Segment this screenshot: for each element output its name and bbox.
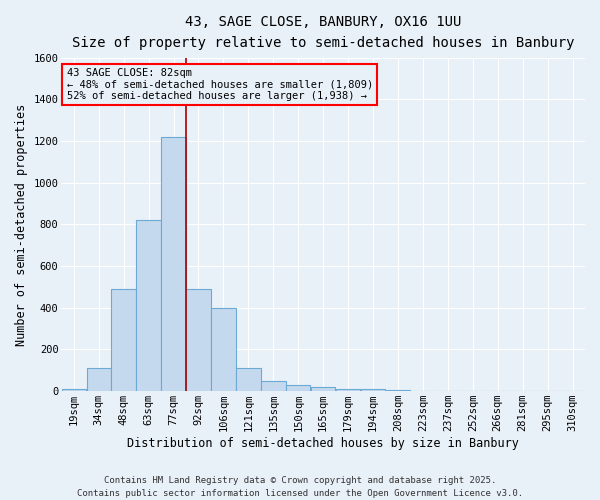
Bar — [112, 289, 136, 391]
Bar — [186, 289, 211, 391]
Text: Contains HM Land Registry data © Crown copyright and database right 2025.
Contai: Contains HM Land Registry data © Crown c… — [77, 476, 523, 498]
Bar — [336, 389, 361, 391]
Bar — [361, 389, 385, 391]
Bar — [62, 389, 86, 391]
Bar — [261, 380, 286, 391]
X-axis label: Distribution of semi-detached houses by size in Banbury: Distribution of semi-detached houses by … — [127, 437, 519, 450]
Bar — [286, 385, 310, 391]
Bar — [136, 220, 161, 391]
Y-axis label: Number of semi-detached properties: Number of semi-detached properties — [15, 104, 28, 346]
Title: 43, SAGE CLOSE, BANBURY, OX16 1UU
Size of property relative to semi-detached hou: 43, SAGE CLOSE, BANBURY, OX16 1UU Size o… — [72, 15, 574, 50]
Bar — [386, 390, 410, 391]
Bar — [211, 308, 236, 391]
Text: 43 SAGE CLOSE: 82sqm
← 48% of semi-detached houses are smaller (1,809)
52% of se: 43 SAGE CLOSE: 82sqm ← 48% of semi-detac… — [67, 68, 373, 101]
Bar — [161, 137, 186, 391]
Bar — [311, 387, 335, 391]
Bar — [86, 368, 111, 391]
Bar — [236, 368, 260, 391]
